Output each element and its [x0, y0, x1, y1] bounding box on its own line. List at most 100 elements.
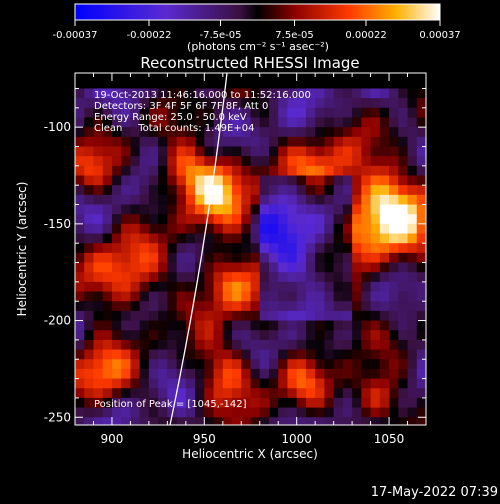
- heatmap-cell: [361, 243, 372, 254]
- heatmap-cell: [278, 397, 288, 409]
- heatmap-cell: [176, 146, 187, 157]
- heatmap-cell: [278, 98, 288, 109]
- heatmap-cell: [158, 243, 168, 254]
- heatmap-cell: [204, 388, 215, 399]
- heatmap-cell: [398, 359, 409, 370]
- heatmap-cell: [148, 185, 159, 196]
- heatmap-cell: [84, 330, 94, 341]
- heatmap-cell: [148, 272, 159, 283]
- heatmap-cell: [93, 156, 104, 167]
- heatmap-cell: [195, 185, 205, 196]
- heatmap-cell: [84, 378, 94, 389]
- heatmap-cell: [213, 359, 224, 370]
- heatmap-cell: [222, 146, 233, 157]
- heatmap-cell: [370, 194, 381, 206]
- heatmap-cell: [324, 88, 335, 99]
- x-tick-label: 950: [193, 432, 216, 446]
- heatmap-cell: [315, 88, 325, 99]
- heatmap-cell: [176, 301, 187, 312]
- heatmap-cell: [102, 272, 113, 283]
- heatmap-cell: [389, 388, 399, 399]
- heatmap-cell: [416, 204, 426, 215]
- heatmap-cell: [232, 233, 242, 244]
- heatmap-cell: [176, 136, 187, 147]
- heatmap-cell: [75, 204, 85, 215]
- heatmap-cell: [370, 301, 381, 312]
- heatmap-cell: [222, 349, 233, 360]
- heatmap-cell: [102, 243, 113, 254]
- heatmap-cell: [130, 301, 141, 312]
- heatmap-cell: [75, 339, 85, 351]
- heatmap-cell: [287, 301, 298, 312]
- heatmap-cell: [379, 397, 390, 409]
- heatmap-cell: [93, 330, 104, 341]
- heatmap-cell: [204, 368, 215, 380]
- heatmap-cell: [398, 107, 409, 118]
- heatmap-cell: [204, 98, 215, 109]
- heatmap-cell: [268, 214, 279, 225]
- heatmap-cell: [259, 378, 270, 389]
- heatmap-cell: [333, 214, 344, 225]
- heatmap-cell: [296, 185, 307, 196]
- heatmap-cell: [352, 359, 362, 370]
- heatmap-cell: [398, 146, 409, 157]
- heatmap-cell: [111, 378, 122, 389]
- heatmap-cell: [176, 117, 187, 128]
- heatmap-cell: [176, 98, 187, 109]
- heatmap-cell: [84, 223, 94, 235]
- heatmap-cell: [296, 214, 307, 225]
- heatmap-cell: [75, 388, 85, 399]
- heatmap-cell: [389, 281, 399, 293]
- heatmap-cell: [389, 417, 399, 425]
- heatmap-cell: [398, 204, 409, 215]
- heatmap-cell: [222, 320, 233, 331]
- heatmap-cell: [379, 417, 390, 425]
- heatmap-cell: [176, 320, 187, 331]
- heatmap-cell: [158, 330, 168, 341]
- heatmap-cell: [342, 301, 353, 312]
- heatmap-cell: [389, 156, 399, 167]
- heatmap-cell: [333, 88, 344, 99]
- heatmap-cell: [361, 388, 372, 399]
- heatmap-cell: [315, 339, 325, 351]
- heatmap-cell: [213, 88, 224, 99]
- heatmap-cell: [315, 330, 325, 341]
- heatmap-cell: [250, 243, 261, 254]
- heatmap-cell: [287, 281, 298, 293]
- heatmap-cell: [379, 127, 390, 138]
- heatmap-cell: [139, 339, 150, 351]
- heatmap-cell: [278, 281, 288, 293]
- heatmap-cell: [305, 368, 316, 380]
- heatmap-cell: [287, 262, 298, 273]
- heatmap-cell: [416, 417, 426, 425]
- heatmap-cell: [195, 88, 205, 99]
- heatmap-cell: [324, 223, 335, 235]
- heatmap-cell: [121, 291, 131, 302]
- heatmap-cell: [268, 310, 279, 322]
- heatmap-cell: [352, 223, 362, 235]
- heatmap-cell: [102, 165, 113, 177]
- heatmap-cell: [75, 98, 85, 109]
- heatmap-cell: [352, 252, 362, 264]
- heatmap-cell: [121, 320, 131, 331]
- heatmap-cell: [232, 272, 242, 283]
- heatmap-cell: [176, 223, 187, 235]
- heatmap-cell: [287, 117, 298, 128]
- heatmap-cell: [250, 252, 261, 264]
- heatmap-cell: [315, 378, 325, 389]
- heatmap-cell: [102, 310, 113, 322]
- heatmap-cell: [167, 194, 178, 206]
- heatmap-cell: [407, 146, 418, 157]
- heatmap-cell: [148, 214, 159, 225]
- heatmap-cell: [139, 291, 150, 302]
- heatmap-cell: [389, 243, 399, 254]
- heatmap-cell: [176, 88, 187, 99]
- heatmap-cell: [398, 349, 409, 360]
- heatmap-cell: [148, 407, 159, 418]
- heatmap-cell: [333, 359, 344, 370]
- heatmap-cell: [130, 243, 141, 254]
- heatmap-cell: [139, 397, 150, 409]
- heatmap-cell: [296, 339, 307, 351]
- heatmap-cell: [305, 165, 316, 177]
- heatmap-cell: [185, 252, 196, 264]
